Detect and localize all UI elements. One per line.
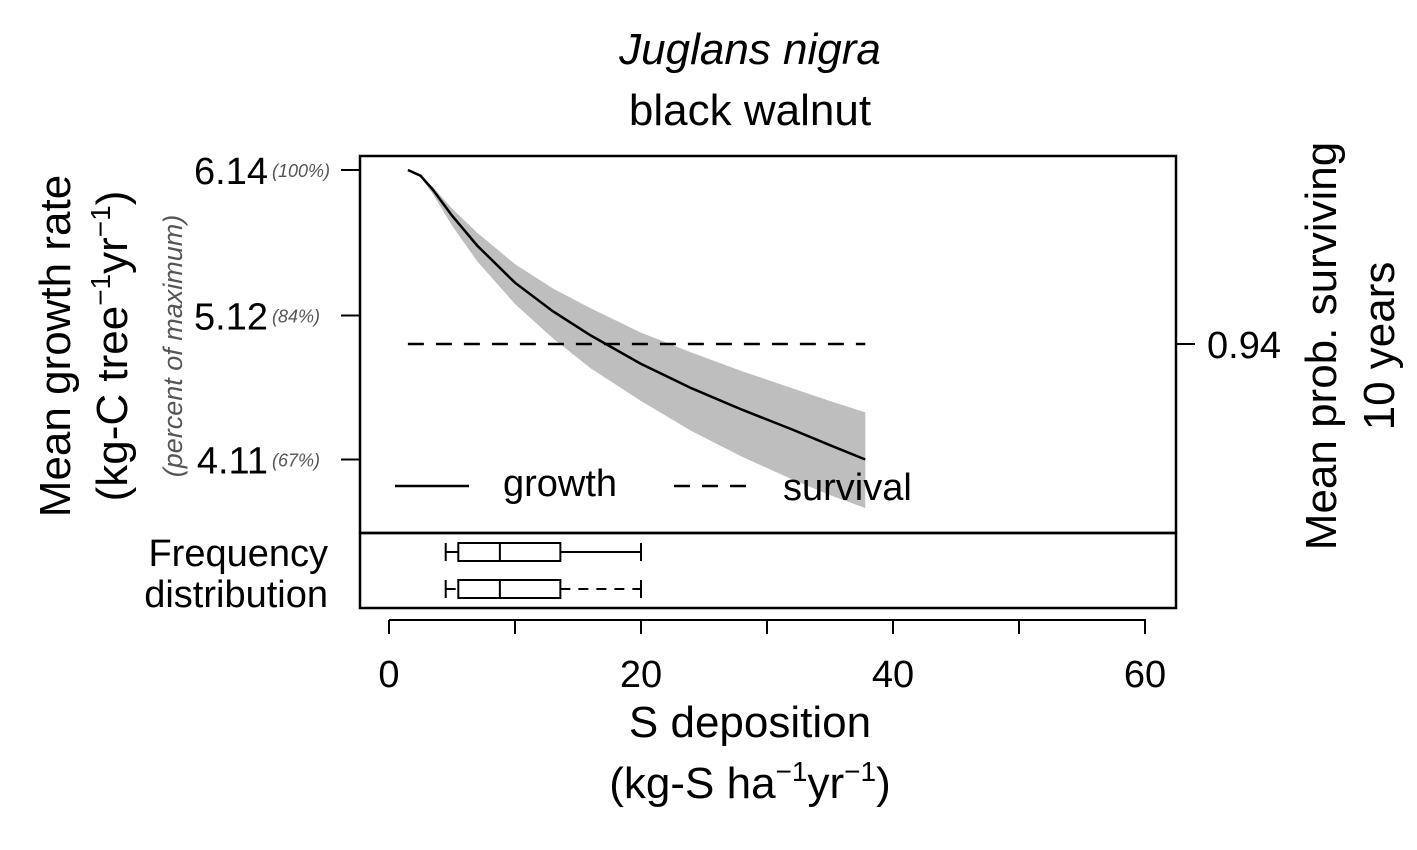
boxplot-survival-box [457,579,562,599]
growth-confidence-band [407,170,866,508]
y-right-axis: 0.94 [1176,325,1281,367]
main-plot-frame [358,154,1178,535]
y-left-tick-percent: (67%) [272,450,320,470]
y-right-tick-label: 0.94 [1207,325,1281,367]
frequency-panel-frame [358,531,1178,610]
y-left-tick-label: 6.14 [194,151,268,193]
chart-title-common: black walnut [629,86,871,135]
frequency-boxplots [444,542,642,599]
x-axis-label-line2: (kg-S ha−1yr−1) [609,756,890,808]
y-left-label-line2: (kg-C tree−1yr−1) [85,191,137,502]
x-tick-label: 20 [620,654,662,696]
legend-growth-label: growth [503,463,617,505]
growth-line [407,168,866,461]
y-left-tick-percent: (84%) [272,306,320,326]
x-axis: 0 20 40 60 [378,619,1166,696]
y-left-tick-label: 5.12 [194,296,268,338]
y-right-label-line2: 10 years [1355,262,1404,431]
x-axis-label-line1: S deposition [629,698,871,747]
y-left-label-line1: Mean growth rate [31,175,80,517]
y-left-tick-percent: (100%) [272,161,330,181]
boxplot-growth-box [457,542,562,562]
legend-survival-label: survival [783,467,912,509]
chart-title-species: Juglans nigra [618,25,881,74]
x-tick-label: 0 [378,654,399,696]
y-left-sub-label: (percent of maximum) [158,215,188,478]
y-left-axis: 6.14 (100%) 5.12 (84%) 4.11 (67%) [194,151,360,482]
y-left-tick-label: 4.11 [197,440,268,482]
x-tick-label: 40 [872,654,914,696]
x-tick-label: 60 [1124,654,1166,696]
frequency-label-line1: Frequency [148,533,328,575]
frequency-label-line2: distribution [144,574,328,616]
y-right-label-line1: Mean prob. surviving [1297,142,1346,550]
